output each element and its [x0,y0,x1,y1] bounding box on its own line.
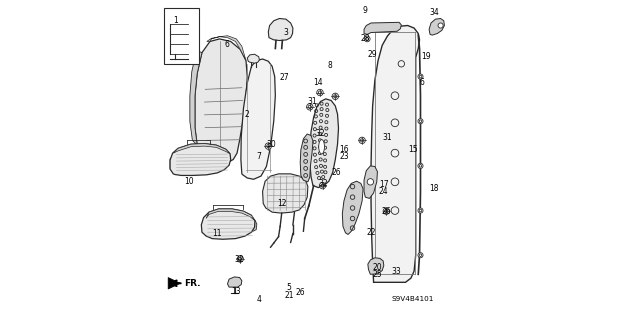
Circle shape [237,256,243,262]
Text: 22: 22 [366,228,376,237]
Polygon shape [429,19,444,35]
Circle shape [418,253,423,258]
Text: 13: 13 [232,287,241,296]
Text: 5: 5 [287,283,291,292]
Text: 15: 15 [408,145,418,154]
Text: 11: 11 [212,229,222,238]
Text: 30: 30 [266,140,276,149]
Polygon shape [206,209,255,221]
Text: 31: 31 [308,97,317,106]
Polygon shape [227,277,242,287]
Polygon shape [170,144,230,175]
Circle shape [319,182,326,189]
Polygon shape [262,174,308,213]
Polygon shape [207,36,246,61]
Polygon shape [310,99,339,188]
Polygon shape [170,156,176,171]
Circle shape [317,89,323,96]
Text: S9V4B4101: S9V4B4101 [391,296,434,302]
Circle shape [359,137,365,144]
Text: 10: 10 [184,177,193,186]
Text: 6: 6 [225,40,229,48]
Text: 21: 21 [284,291,294,300]
Text: 8: 8 [327,61,332,70]
Polygon shape [300,134,313,182]
Text: FR.: FR. [184,279,200,288]
Text: 28: 28 [361,34,371,43]
Text: 34: 34 [429,8,439,17]
Text: 23: 23 [339,152,349,161]
Polygon shape [371,26,420,282]
Text: 31: 31 [383,133,392,142]
Text: 24: 24 [379,187,388,196]
Text: 26: 26 [296,288,305,297]
Circle shape [418,163,423,168]
Text: 12: 12 [278,199,287,208]
Text: 7: 7 [256,152,261,161]
Circle shape [367,179,374,185]
Polygon shape [168,278,180,289]
Text: 25: 25 [372,270,382,279]
Circle shape [383,208,390,214]
Text: 4: 4 [257,295,262,304]
Text: 33: 33 [391,267,401,276]
Polygon shape [252,220,257,231]
Text: 17: 17 [379,180,388,189]
Text: 2: 2 [244,110,249,119]
Text: 26: 26 [381,207,391,216]
Polygon shape [247,54,259,63]
Polygon shape [268,19,293,41]
Polygon shape [364,166,378,198]
Text: 6: 6 [420,78,424,87]
Text: 32: 32 [315,129,325,138]
Text: 19: 19 [421,52,431,61]
Text: 20: 20 [372,263,382,272]
Text: 14: 14 [314,78,323,87]
Ellipse shape [319,139,324,154]
Polygon shape [202,209,255,239]
Polygon shape [368,258,384,274]
Text: 32: 32 [318,179,328,188]
Text: 29: 29 [367,50,377,59]
Text: 32: 32 [235,256,244,264]
Text: 26: 26 [331,168,340,177]
Polygon shape [173,144,230,154]
Polygon shape [195,39,247,163]
Circle shape [418,74,423,79]
Polygon shape [364,22,401,34]
Circle shape [307,104,313,110]
Text: 9: 9 [362,6,367,15]
Polygon shape [190,51,202,145]
Circle shape [418,119,423,124]
Text: 1: 1 [173,16,178,25]
Bar [164,8,199,64]
Polygon shape [342,181,363,234]
Circle shape [364,36,370,42]
Polygon shape [241,59,275,179]
Circle shape [418,208,423,213]
Circle shape [265,143,271,149]
Text: 18: 18 [429,184,439,193]
Circle shape [438,23,443,28]
Circle shape [332,93,339,100]
Text: 16: 16 [339,145,349,154]
Text: 3: 3 [283,28,288,37]
Text: 27: 27 [280,73,289,82]
